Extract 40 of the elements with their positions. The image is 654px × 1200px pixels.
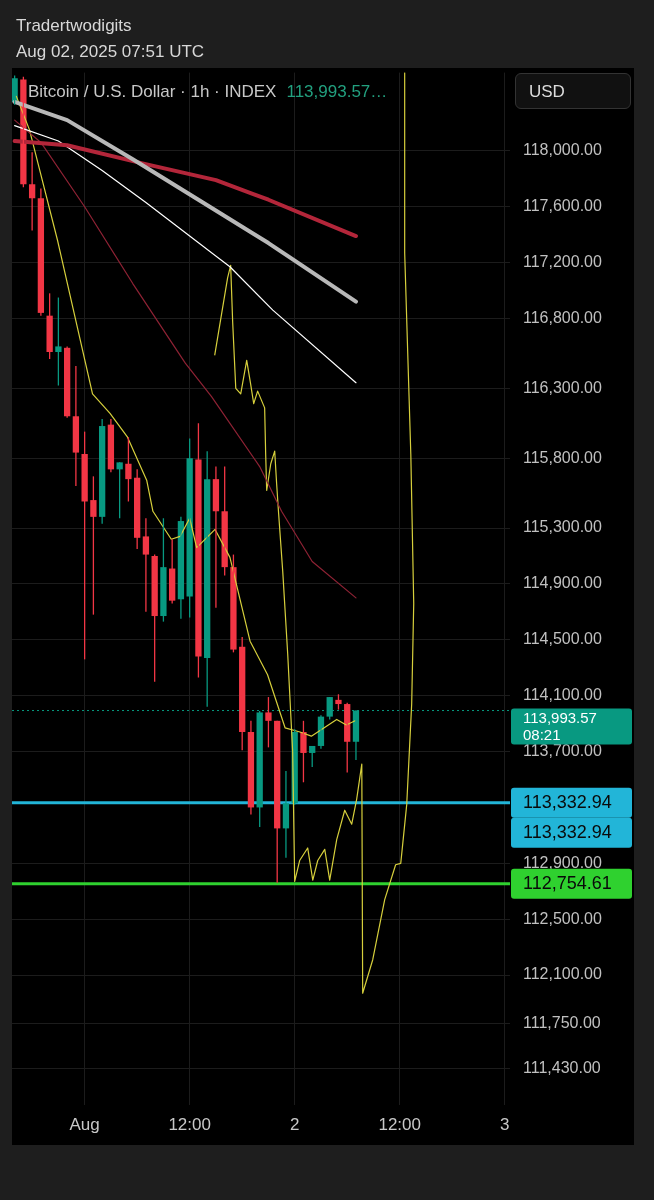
candlestick	[81, 430, 88, 660]
y-tick-label: 111,430.00	[523, 1059, 601, 1077]
y-tick-label: 116,300.00	[523, 378, 602, 396]
y-tick-label: 115,800.00	[523, 448, 602, 466]
x-tick-label: 12:00	[168, 1114, 211, 1134]
x-tick-label: Aug	[69, 1114, 100, 1134]
candlestick	[195, 422, 202, 679]
y-tick-label: 112,100.00	[523, 965, 602, 983]
text: USD	[515, 73, 631, 109]
text: Bitcoin / U.S. Dollar · 1h · INDEX	[28, 82, 277, 101]
text: 08:21	[523, 725, 561, 743]
ref-line-label: 113,332.94	[523, 791, 612, 812]
text: 113,332.94	[523, 821, 612, 842]
y-tick-label: 112,500.00	[523, 909, 602, 927]
y-tick-label: 117,600.00	[523, 197, 602, 215]
y-tick-label: 112,900.00	[523, 853, 602, 871]
y-tick-label: 116,800.00	[523, 308, 602, 326]
candlestick	[230, 553, 237, 654]
text: Tradertwodigits	[16, 16, 132, 36]
candlestick	[265, 696, 272, 749]
y-tick-label: 118,000.00	[523, 141, 602, 159]
y-tick-label: 117,200.00	[523, 253, 602, 270]
y-tick-label: 111,750.00	[523, 1014, 601, 1032]
x-tick-label: 12:00	[378, 1114, 421, 1134]
candlestick	[55, 296, 62, 387]
y-tick-label: 114,100.00	[523, 686, 602, 704]
annotation: 113,993.57…	[286, 82, 388, 101]
ref-line-label: 112,754.61	[523, 872, 612, 893]
candlestick	[125, 436, 132, 503]
y-tick-label: 113,700.00	[523, 741, 602, 759]
x-tick-label: 3	[500, 1114, 510, 1134]
candlestick	[46, 292, 53, 360]
candlestick	[90, 475, 97, 616]
y-tick-label: 114,900.00	[523, 574, 602, 592]
text: Aug 02, 2025 07:51 UTC	[16, 42, 205, 62]
y-tick-label: 115,300.00	[523, 518, 602, 536]
ref-line-label: 113,993.57	[523, 708, 597, 726]
y-tick-label: 114,500.00	[523, 630, 602, 648]
x-tick-label: 2	[289, 1114, 300, 1134]
candlestick	[160, 517, 167, 623]
